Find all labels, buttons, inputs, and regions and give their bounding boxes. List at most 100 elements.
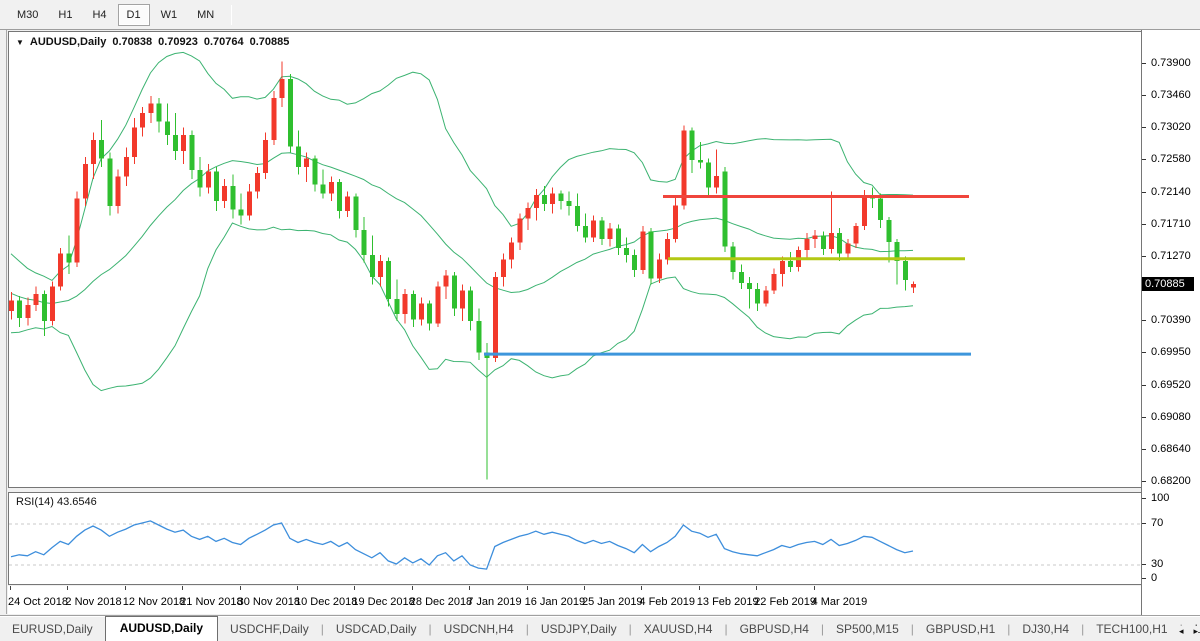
price-tick [1142, 191, 1146, 193]
chart-tab-bar: EURUSD,Daily AUDUSD,Daily USDCHF,Daily | USD… [0, 615, 1200, 641]
tab-separator: | [1081, 622, 1085, 636]
timeframe-button-h1[interactable]: H1 [58, 8, 73, 21]
date-tick [584, 586, 585, 590]
tab-separator: | [428, 622, 432, 636]
chart-tab-dj30[interactable]: DJ30,H4 [1022, 622, 1070, 636]
timeframe-button-d1[interactable]: D1 [117, 3, 150, 26]
price-axis-label: 0.73460 [1151, 89, 1191, 102]
candlestick-chart[interactable] [9, 32, 1141, 487]
rsi-axis-label: 70 [1151, 517, 1164, 529]
chart-symbol-label: AUDUSD,Daily [29, 36, 107, 48]
price-axis-label: 0.69520 [1151, 378, 1191, 391]
date-tick [124, 586, 126, 590]
timeframe-button-h4[interactable]: H4 [92, 8, 107, 21]
date-tick [756, 586, 758, 590]
price-axis-label: 0.69950 [1151, 346, 1191, 359]
rsi-chart[interactable] [9, 493, 1141, 584]
rsi-axis-tick [1142, 498, 1146, 499]
price-tick [1142, 384, 1146, 386]
candles-group [9, 61, 916, 480]
tab-separator: | [628, 622, 632, 636]
price-axis-label: 0.70390 [1151, 314, 1191, 327]
chart-tab-usdchf[interactable]: USDCHF,Daily [230, 622, 309, 636]
chart-title: ▼ AUDUSD,Daily 0.70838 0.70923 0.70764 0… [16, 36, 289, 48]
date-tick [67, 586, 69, 590]
chart-tab-tech100[interactable]: TECH100,H1 [1096, 622, 1168, 636]
tab-separator: | [820, 622, 825, 636]
date-tick [698, 586, 700, 590]
chart-tab-gbpusd[interactable]: GBPUSD,H4 [739, 622, 809, 636]
price-tick [1142, 448, 1146, 450]
toolbar-separator [231, 4, 233, 25]
chart-tab-eurusd[interactable]: EURUSD,Daily [12, 622, 93, 636]
tab-scroll-left-icon[interactable]: ◂ [1178, 626, 1184, 636]
chart-tab-usdcad[interactable]: USDCAD,Daily [335, 622, 417, 636]
bollinger-lower-band [10, 222, 914, 392]
chart-tab-sp500[interactable]: SP500,M15 [836, 622, 899, 636]
chart-tab-xauusd[interactable]: XAUUSD,H4 [643, 622, 713, 636]
price-tick [1142, 481, 1146, 482]
rsi-axis-label: 100 [1151, 492, 1170, 504]
chart-tab-usdcnh[interactable]: USDCNH,H4 [443, 622, 514, 636]
price-axis-label: 0.68640 [1151, 442, 1191, 455]
date-axis-label: 10 Dec 2018 [295, 596, 358, 608]
price-axis-border [1141, 30, 1142, 615]
price-tick [1142, 320, 1146, 322]
timeframe-button-mn[interactable]: MN [197, 8, 215, 21]
chart-context-arrow-icon[interactable]: ▼ [16, 37, 24, 47]
price-axis-label: 0.72140 [1151, 185, 1191, 198]
window-edge [6, 30, 7, 614]
date-tick [411, 586, 413, 590]
date-tick [239, 586, 241, 590]
date-axis-label: 12 Nov 2018 [122, 596, 186, 608]
date-axis-label: 24 Oct 2018 [8, 596, 68, 608]
tab-separator: | [724, 622, 728, 636]
chart-tab-gbpusd[interactable]: GBPUSD,H1 [925, 622, 996, 636]
rsi-label: RSI(14) 43.6546 [16, 496, 97, 508]
timeframe-button-w1[interactable]: W1 [160, 8, 178, 21]
tab-separator: | [910, 622, 914, 636]
date-axis-label: 7 Jan 2019 [467, 596, 522, 608]
price-tick [1142, 63, 1146, 64]
price-axis-label: 0.69080 [1151, 410, 1191, 423]
tab-scroll-right-icon[interactable]: ▸ [1193, 626, 1198, 636]
date-axis-label: 16 Jan 2019 [524, 596, 586, 608]
date-axis-label: 28 Dec 2018 [409, 596, 473, 608]
price-tick [1142, 159, 1146, 161]
rsi-axis-tick [1142, 523, 1146, 524]
rsi-axis-tick [1142, 564, 1146, 565]
rsi-line [10, 520, 914, 570]
bollinger-middle-band [10, 152, 914, 305]
date-axis-label: 2 Nov 2018 [65, 596, 122, 608]
price-axis-label: 0.73900 [1151, 57, 1191, 69]
price-axis-label: 0.68200 [1151, 475, 1191, 487]
chart-tab-usdjpy[interactable]: USDJPY,Daily [540, 622, 617, 636]
price-tick [1142, 223, 1146, 225]
price-axis[interactable]: 0.70885 0.73900 0.73460 0.73020 0.72580 0.72… [1142, 30, 1200, 615]
timeframe-toolbar: M30 H1 H4 D1 W1 MN [0, 0, 1200, 30]
date-tick [526, 586, 528, 590]
rsi-panel[interactable]: RSI(14) 43.6546 [8, 492, 1142, 585]
tab-separator: | [1007, 622, 1011, 636]
price-tick [1142, 352, 1146, 354]
price-axis-label: 0.71710 [1151, 217, 1191, 230]
ohlc-close: 0.70885 [249, 36, 290, 48]
price-axis-label: 0.71270 [1151, 249, 1191, 262]
timeframe-button-m30[interactable]: M30 [17, 8, 39, 21]
date-axis-label: 21 Nov 2018 [180, 596, 243, 608]
date-tick [469, 586, 471, 590]
price-tick [1142, 127, 1146, 129]
rsi-value: 43.6546 [56, 496, 97, 508]
price-tick [1142, 416, 1146, 418]
date-axis-label: 22 Feb 2019 [754, 596, 816, 608]
main-chart-panel[interactable]: ▼ AUDUSD,Daily 0.70838 0.70923 0.70764 0… [8, 31, 1142, 488]
ohlc-open: 0.70838 [112, 36, 153, 48]
price-tick [1142, 255, 1146, 257]
date-axis-label: 25 Jan 2019 [582, 596, 643, 608]
chart-tab-audusd[interactable]: AUDUSD,Daily [104, 616, 219, 641]
date-tick [10, 586, 11, 590]
date-tick [813, 586, 815, 590]
date-axis[interactable]: 24 Oct 2018 2 Nov 2018 12 Nov 2018 21 Nov 2… [8, 586, 1141, 614]
tab-scroll-buttons: ◂ ▸ [1172, 626, 1198, 637]
